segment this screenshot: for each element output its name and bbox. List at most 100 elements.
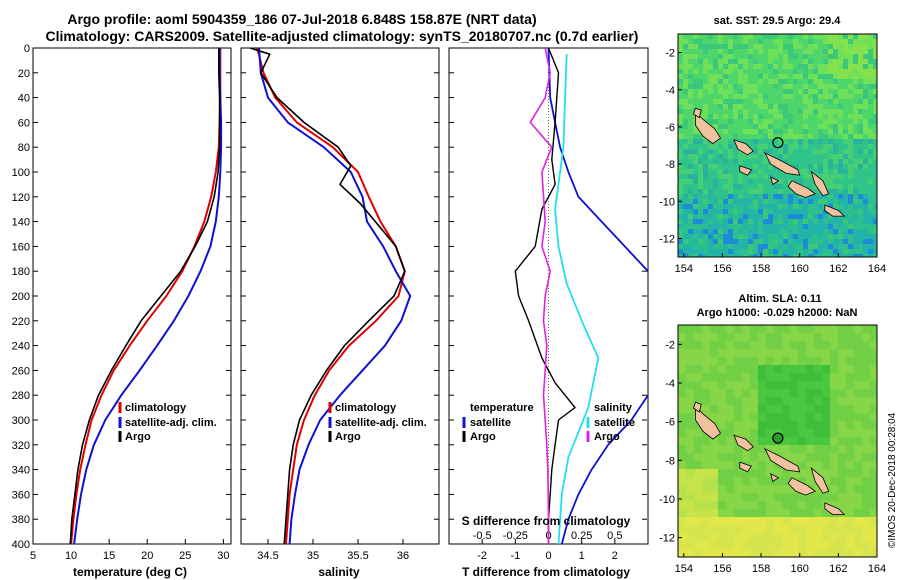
map-cell xyxy=(822,533,831,542)
map-cell xyxy=(828,59,834,65)
map-cell xyxy=(734,373,743,382)
map-cell xyxy=(790,445,799,454)
map-cell xyxy=(728,149,734,155)
map-cell xyxy=(843,159,849,165)
map-cell xyxy=(734,413,743,422)
map-cell xyxy=(870,341,877,350)
map-cell xyxy=(748,139,754,145)
map-cell xyxy=(748,249,754,255)
map-cell xyxy=(818,149,824,155)
map-cell xyxy=(766,461,775,470)
map-cell xyxy=(843,174,849,180)
map-cell xyxy=(743,199,749,205)
map-cell xyxy=(830,325,839,334)
map-cell xyxy=(728,139,734,145)
map-cell xyxy=(818,94,824,100)
map-cell xyxy=(808,214,814,220)
map-cell xyxy=(813,199,819,205)
map-cell xyxy=(783,74,789,80)
map-cell xyxy=(710,501,719,510)
map-cell xyxy=(773,254,779,257)
map-cell xyxy=(688,94,694,100)
map-cell xyxy=(858,44,864,50)
map-cell xyxy=(768,69,774,75)
map-cell xyxy=(813,59,819,65)
map-cell xyxy=(798,333,807,342)
map-cell xyxy=(782,509,791,518)
map-cell xyxy=(698,79,704,85)
map-cell xyxy=(718,381,727,390)
map-cell xyxy=(858,234,864,240)
map-cell xyxy=(678,341,687,350)
map-cell xyxy=(698,154,704,160)
map-cell xyxy=(768,204,774,210)
map-cell xyxy=(778,154,784,160)
map-cell xyxy=(808,234,814,240)
map-cell xyxy=(873,69,877,75)
map-cell xyxy=(870,421,877,430)
map-cell xyxy=(868,169,874,175)
map-cell xyxy=(783,194,789,200)
map-cell xyxy=(753,79,759,85)
map-cell xyxy=(702,341,711,350)
map-cell xyxy=(748,224,754,230)
map-cell xyxy=(693,194,699,200)
map-cell xyxy=(818,104,824,110)
map-cell xyxy=(843,49,849,55)
map-cell xyxy=(858,199,864,205)
map-cell xyxy=(733,44,739,50)
sla-map-title-line1: Altim. SLA: 0.11 xyxy=(738,293,821,305)
map-cell xyxy=(830,421,839,430)
map-cell xyxy=(723,64,729,70)
map-cell xyxy=(788,229,794,235)
map-cell xyxy=(723,159,729,165)
map-cell xyxy=(838,533,847,542)
map-cell xyxy=(703,139,709,145)
map-cell xyxy=(713,149,719,155)
map-cell xyxy=(726,485,735,494)
map-cell xyxy=(858,69,864,75)
map-cell xyxy=(718,357,727,366)
map-cell xyxy=(738,134,744,140)
map-cell xyxy=(790,525,799,534)
map-cell xyxy=(683,49,689,55)
map-cell xyxy=(808,99,814,105)
map-cell xyxy=(798,249,804,255)
map-cell xyxy=(703,234,709,240)
map-cell xyxy=(693,54,699,60)
map-cell xyxy=(738,79,744,85)
map-cell xyxy=(793,214,799,220)
map-cell xyxy=(873,114,877,120)
map-cell xyxy=(766,357,775,366)
map-x-tick-label: 164 xyxy=(868,563,886,575)
map-cell xyxy=(873,244,877,250)
map-cell xyxy=(790,541,799,550)
map-cell xyxy=(743,214,749,220)
map-cell xyxy=(748,169,754,175)
map-cell xyxy=(853,169,859,175)
map-cell xyxy=(788,84,794,90)
map-cell xyxy=(848,154,854,160)
map-cell xyxy=(688,169,694,175)
map-cell xyxy=(713,219,719,225)
map-cell xyxy=(766,381,775,390)
map-cell xyxy=(708,109,714,115)
map-cell xyxy=(738,244,744,250)
series-satellite-adj-clim- xyxy=(258,48,412,544)
map-cell xyxy=(818,159,824,165)
map-cell xyxy=(718,114,724,120)
map-cell xyxy=(808,74,814,80)
map-cell xyxy=(858,124,864,130)
map-cell xyxy=(753,184,759,190)
map-cell xyxy=(748,234,754,240)
map-cell xyxy=(843,79,849,85)
map-cell xyxy=(713,79,719,85)
temperature-panel xyxy=(32,47,232,545)
map-cell xyxy=(838,453,847,462)
map-cell xyxy=(854,397,863,406)
map-cell xyxy=(773,69,779,75)
map-cell xyxy=(778,94,784,100)
map-cell xyxy=(808,79,814,85)
map-cell xyxy=(743,59,749,65)
map-cell xyxy=(788,89,794,95)
